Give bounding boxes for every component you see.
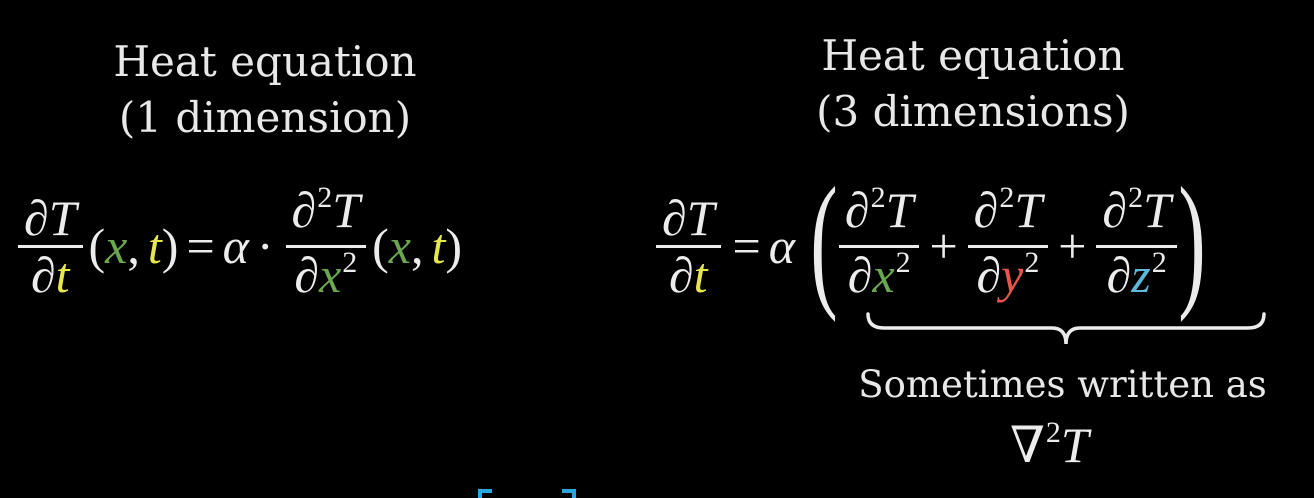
fraction-bar [838, 244, 920, 248]
var-T: T [1060, 417, 1089, 473]
alpha-symbol: α [768, 218, 795, 274]
dot-operator: · [256, 218, 274, 274]
comma: , [127, 218, 140, 274]
fraction-bar [967, 244, 1049, 248]
right-title: Heat equation (3 dimensions) [773, 28, 1173, 140]
fraction-bar [18, 244, 83, 248]
exponent: 2 [870, 180, 886, 214]
partial-symbol: ∂ [1106, 246, 1132, 303]
term-d2y: ∂ 2 T ∂ y 2 [967, 181, 1049, 310]
var-x: x [872, 246, 895, 303]
left-title: Heat equation (1 dimension) [65, 34, 465, 146]
var-x: x [105, 218, 128, 274]
partial-symbol: ∂ [1102, 181, 1128, 238]
partial-symbol: ∂ [668, 246, 694, 303]
term-d2z: ∂ 2 T ∂ z 2 [1096, 181, 1177, 310]
equals-sign: = [732, 218, 761, 274]
partial-symbol: ∂ [30, 246, 56, 303]
heat-equation-1d: ∂T ∂ t (x, t) = α · ∂ 2 T ∂ x 2 (x, t) [14, 181, 462, 306]
var-t: t [693, 246, 708, 303]
partial-symbol: ∂ [294, 246, 320, 303]
alpha-symbol: α [222, 218, 249, 274]
exponent: 2 [895, 245, 911, 279]
var-z: z [1131, 246, 1151, 303]
var-t: t [147, 218, 162, 274]
var-T: T [1143, 181, 1171, 238]
var-T: T [332, 181, 361, 238]
big-open-paren: ( [810, 157, 838, 323]
partial-symbol: ∂ [976, 246, 1002, 303]
var-x: x [319, 246, 342, 303]
open-paren: ( [88, 218, 106, 274]
big-close-paren: ) [1178, 157, 1206, 323]
close-paren: ) [161, 218, 179, 274]
fraction-bar [285, 244, 367, 248]
lhs-numerator: ∂T [24, 189, 77, 246]
plus-sign: + [1058, 218, 1087, 274]
caption-sometimes-written-as: Sometimes written as [858, 363, 1267, 406]
partial-symbol: ∂ [291, 181, 317, 238]
term-d2x: ∂ 2 T ∂ x 2 [838, 181, 920, 310]
comma: , [410, 218, 424, 274]
partial-symbol: ∂ [844, 181, 870, 238]
rhs-arguments: (x, t) [372, 217, 462, 275]
right-title-line2: (3 dimensions) [816, 87, 1130, 136]
var-t: t [55, 246, 70, 303]
exponent: 2 [999, 180, 1015, 214]
fraction-bar [1096, 244, 1177, 248]
fraction-bar [656, 244, 721, 248]
var-x: x [388, 218, 411, 274]
right-title-line1: Heat equation [821, 31, 1125, 80]
exponent: 2 [1045, 416, 1061, 449]
var-t: t [431, 218, 446, 274]
lhs-fraction-3d: ∂T ∂ t [656, 191, 721, 302]
nabla-symbol: ∇ [1010, 417, 1045, 473]
underbrace [866, 312, 1266, 345]
exponent: 2 [342, 245, 358, 279]
heat-equation-3d: ∂T ∂ t = α ( ∂ 2 T ∂ x 2 + ∂ 2 T ∂ y 2 + ∂ 2 T ∂ z 2 [652, 165, 1206, 316]
close-paren: ) [445, 218, 462, 274]
exponent: 2 [1024, 245, 1040, 279]
var-T: T [885, 181, 914, 238]
exponent: 2 [317, 180, 333, 214]
left-title-line2: (1 dimension) [118, 93, 412, 142]
equals-sign: = [186, 218, 215, 274]
var-y: y [1001, 246, 1024, 303]
rhs-fraction-1d: ∂ 2 T ∂ x 2 [285, 181, 367, 310]
partial-symbol: ∂ [847, 246, 873, 303]
partial-symbol: ∂ [973, 181, 999, 238]
partial-cursor-marks [478, 489, 576, 498]
lhs-arguments: (x, t) [89, 217, 179, 275]
open-paren: ( [372, 218, 389, 274]
var-T: T [1014, 181, 1043, 238]
plus-sign: + [929, 218, 958, 274]
lhs-fraction-1d: ∂T ∂ t [18, 191, 83, 302]
left-title-line1: Heat equation [113, 37, 417, 86]
exponent: 2 [1128, 180, 1144, 214]
exponent: 2 [1151, 245, 1167, 279]
lhs-numerator: ∂T [662, 189, 715, 246]
laplacian-form: ∇2T [1010, 416, 1089, 474]
